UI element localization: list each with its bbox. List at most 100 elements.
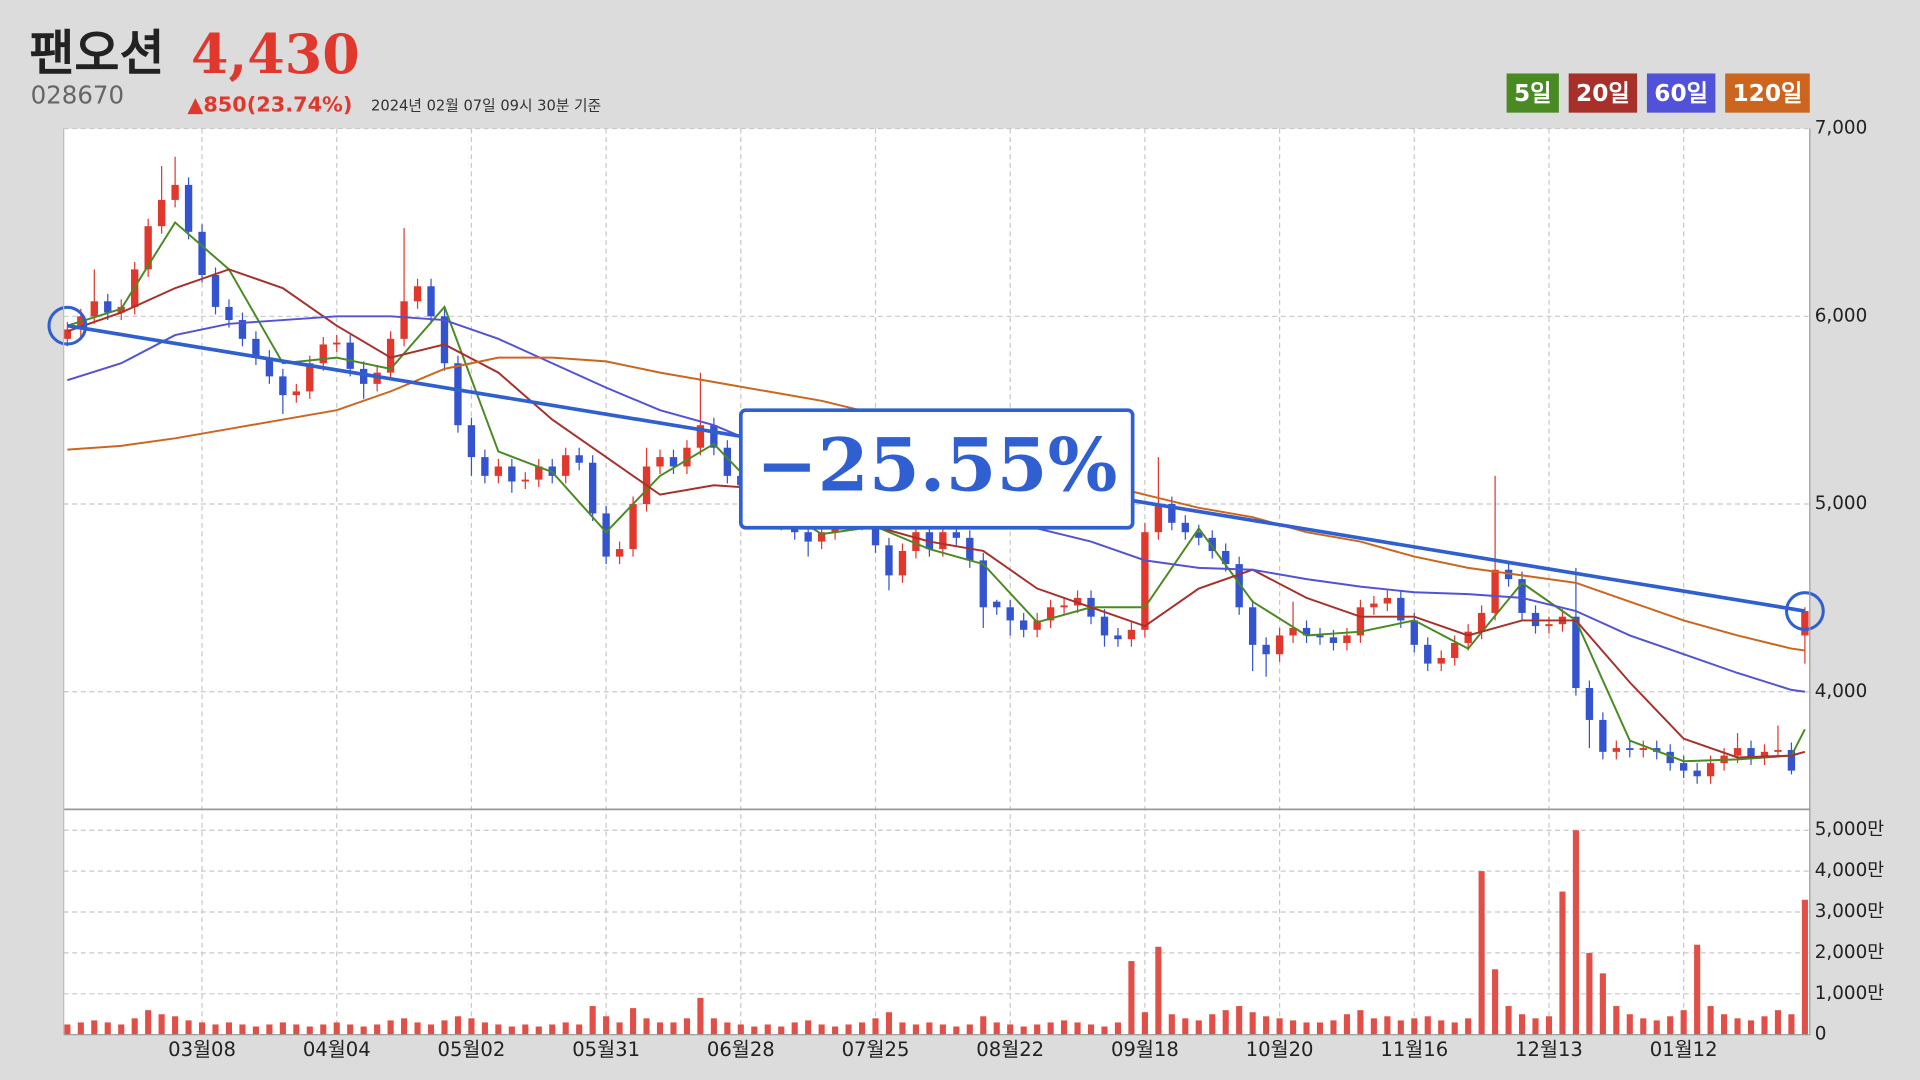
candle-body: [90, 301, 98, 317]
volume-bar: [1451, 1022, 1458, 1035]
candle-body: [1154, 504, 1163, 533]
volume-bar: [212, 1024, 219, 1035]
volume-bar: [858, 1022, 866, 1035]
x-tick-label: 10월20: [1246, 1038, 1314, 1061]
volume-bar: [158, 1014, 165, 1035]
volume-bar: [64, 1024, 71, 1035]
x-tick-label: 11월16: [1380, 1038, 1448, 1061]
candle-body: [885, 545, 893, 576]
candle-body: [211, 275, 220, 307]
candle-body: [467, 425, 476, 458]
candle-body: [993, 601, 1001, 608]
candle-body: [360, 368, 368, 384]
candle-body: [696, 425, 705, 448]
volume-bar: [1518, 1014, 1526, 1035]
volume-bar: [198, 1022, 206, 1035]
candle-body: [898, 550, 907, 576]
candle-body: [1235, 564, 1243, 608]
volume-bar: [939, 1024, 946, 1035]
volume-bar: [603, 1016, 610, 1035]
volume-bar: [1532, 1018, 1539, 1035]
volume-bar: [1653, 1020, 1660, 1035]
volume-bar: [535, 1026, 542, 1035]
candle-body: [1006, 607, 1014, 621]
volume-bar: [1694, 944, 1701, 1035]
candle-body: [1491, 569, 1499, 613]
volume-bar: [1357, 1010, 1364, 1035]
y-tick-label: 6,000: [1815, 305, 1868, 326]
candle-body: [656, 457, 664, 467]
volume-bar: [1290, 1020, 1297, 1035]
volume-bar: [1114, 1022, 1122, 1035]
trend-endpoint: [1785, 591, 1825, 631]
volume-bar: [1572, 830, 1579, 1035]
volume-bar: [1236, 1006, 1243, 1035]
volume-bar: [885, 1012, 893, 1035]
candle-body: [1168, 504, 1176, 523]
volume-bar: [1384, 1016, 1391, 1035]
legend-label: 20일: [1576, 80, 1630, 107]
candle-body: [1787, 749, 1796, 771]
x-tick-label: 01월12: [1650, 1038, 1718, 1061]
volume-bar: [320, 1024, 327, 1035]
volume-bar: [562, 1022, 569, 1035]
overlay-layer: −25.55% 120일 60일 20일 5일: [738, 73, 1810, 530]
candle-body: [1316, 635, 1324, 638]
volume-bar: [91, 1020, 98, 1035]
candle-body: [1397, 597, 1405, 621]
candle-body: [669, 457, 678, 467]
trend-endpoint: [47, 305, 88, 346]
volume-bar: [495, 1024, 502, 1035]
volume-bar: [387, 1020, 394, 1035]
volume-bar: [1801, 899, 1808, 1035]
volume-bar: [576, 1024, 583, 1035]
volume-bar: [1074, 1022, 1081, 1035]
volume-bar: [993, 1022, 1000, 1035]
volume-bar: [118, 1024, 125, 1035]
volume-bar: [333, 1022, 340, 1035]
volume-bar: [414, 1022, 421, 1035]
volume-bar: [1128, 961, 1135, 1035]
volume-bar: [1263, 1016, 1270, 1035]
candle-body: [104, 301, 112, 313]
x-tick-label: 05월31: [572, 1038, 640, 1061]
volume-bar: [549, 1024, 556, 1035]
volume-bar: [1761, 1016, 1768, 1035]
candle-body: [1612, 748, 1620, 752]
y-tick-label: 4,000: [1815, 681, 1868, 702]
candle-body: [198, 231, 206, 276]
candle-body: [1046, 607, 1055, 621]
volume-bar: [1141, 1012, 1148, 1035]
candle-body: [306, 363, 314, 392]
volume-bar: [1195, 1020, 1202, 1035]
volume-bar: [845, 1024, 852, 1035]
volume-bar: [1370, 1018, 1377, 1035]
candle-body: [1451, 642, 1459, 658]
volume-bar: [778, 1026, 785, 1035]
candle-body: [1599, 719, 1607, 752]
volume-bar: [131, 1018, 138, 1035]
volume-bar: [670, 1022, 677, 1035]
volume-bar: [1492, 969, 1499, 1035]
volume-bar: [172, 1016, 179, 1035]
candle-body: [77, 316, 85, 330]
volume-bar: [1222, 1010, 1229, 1035]
volume-bar: [1209, 1014, 1216, 1035]
volume-bar: [643, 1018, 650, 1035]
annotation: −25.55%: [756, 422, 1117, 508]
volume-bar: [832, 1026, 839, 1035]
volume-bar: [980, 1016, 987, 1035]
annotation-box: [738, 408, 1135, 530]
volume-bar: [630, 1008, 637, 1035]
candle-body: [494, 466, 503, 476]
candle-body: [939, 532, 947, 550]
volume-bar: [751, 1026, 758, 1035]
candle-body: [1424, 644, 1432, 664]
volume-bar: [805, 1020, 812, 1035]
volume-bar: [1586, 952, 1593, 1035]
candle-body: [1248, 607, 1257, 645]
volume-bar: [1626, 1014, 1633, 1035]
volume-bar: [1343, 1014, 1350, 1035]
volume-bar: [1599, 973, 1606, 1035]
